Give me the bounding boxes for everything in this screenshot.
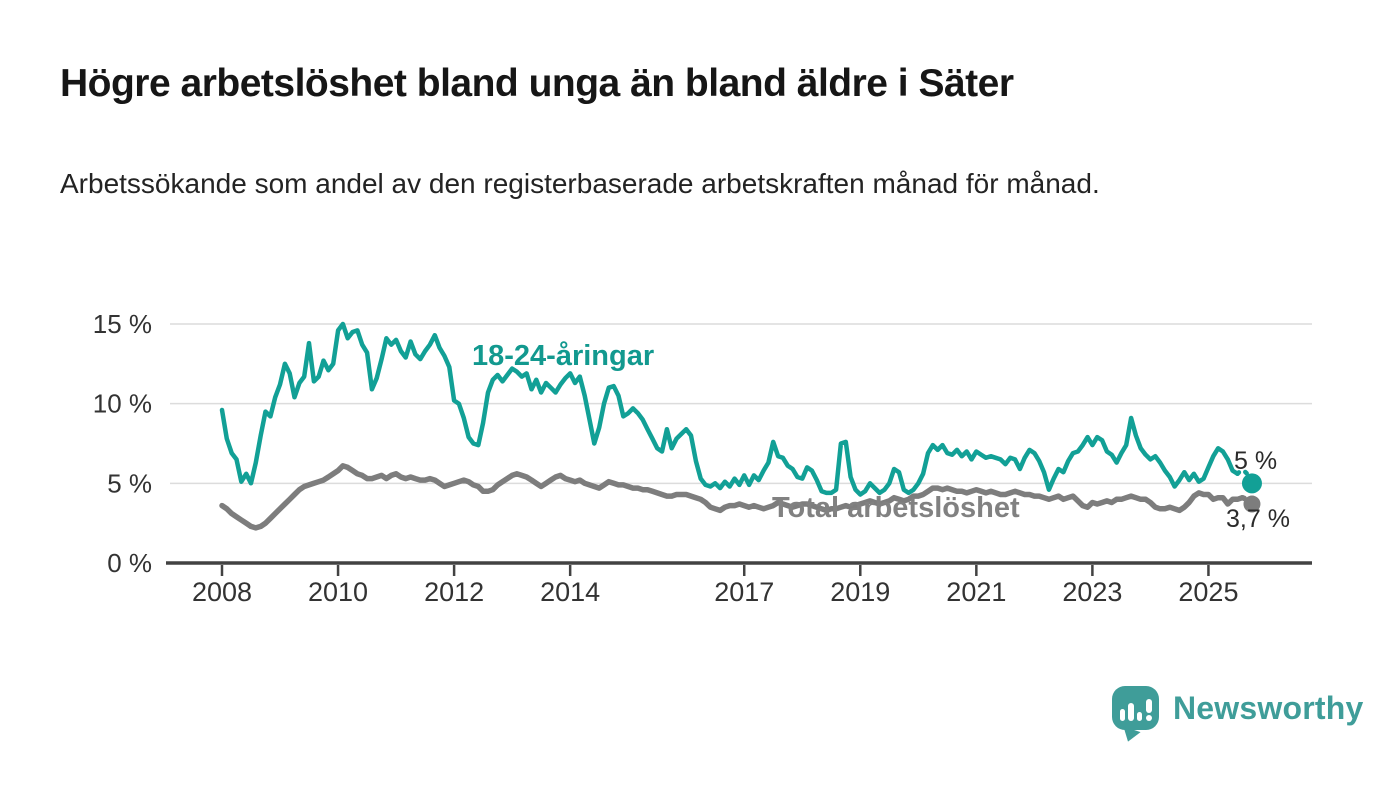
svg-text:2017: 2017 [714, 577, 774, 607]
newsworthy-logo-icon [1112, 686, 1159, 730]
svg-text:5 %: 5 % [107, 468, 152, 498]
newsworthy-brand: Newsworthy [1112, 686, 1363, 730]
svg-text:2021: 2021 [946, 577, 1006, 607]
svg-text:2023: 2023 [1062, 577, 1122, 607]
svg-text:15 %: 15 % [93, 309, 152, 339]
page-title: Högre arbetslöshet bland unga än bland ä… [60, 62, 1014, 105]
svg-text:2010: 2010 [308, 577, 368, 607]
bar-chart-icon [1120, 693, 1152, 721]
svg-text:2008: 2008 [192, 577, 252, 607]
svg-text:2019: 2019 [830, 577, 890, 607]
svg-text:10 %: 10 % [93, 389, 152, 419]
series-label-youth: 18-24-åringar [472, 340, 655, 372]
exclamation-icon [1145, 699, 1152, 721]
end-value-label-youth: 5 % [1234, 447, 1278, 475]
chart-subtitle: Arbetssökande som andel av den registerb… [60, 168, 1100, 199]
series-label-total: Total arbetslöshet [772, 492, 1020, 524]
end-value-label-total: 3,7 % [1226, 505, 1290, 533]
svg-text:2014: 2014 [540, 577, 600, 607]
svg-text:2012: 2012 [424, 577, 484, 607]
svg-text:0 %: 0 % [107, 548, 152, 578]
svg-text:2025: 2025 [1178, 577, 1238, 607]
newsworthy-logo-text: Newsworthy [1173, 689, 1364, 726]
